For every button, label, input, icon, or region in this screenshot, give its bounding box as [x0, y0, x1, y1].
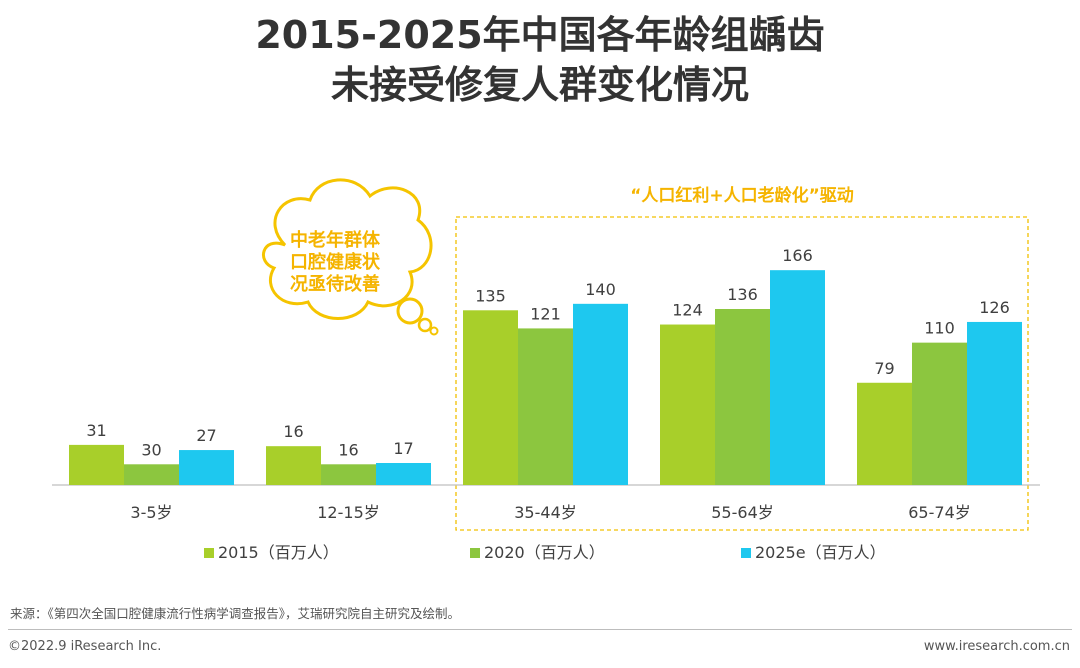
bar-label: 140 — [585, 280, 616, 299]
category-labels-group: 3-5岁 12-15岁 35-44岁 55-64岁 65-74岁 — [130, 503, 970, 522]
bar-3-5岁-series1 — [69, 444, 124, 485]
bar-label: 135 — [475, 286, 506, 305]
category-label: 12-15岁 — [317, 503, 380, 522]
bar-label: 166 — [782, 246, 813, 265]
legend-label-2: 2020（百万人） — [484, 543, 605, 562]
copyright: ©2022.9 iResearch Inc. — [8, 639, 162, 654]
bar-12-15岁-series3 — [376, 463, 431, 485]
bar-label: 124 — [672, 301, 703, 320]
bar-label: 16 — [338, 440, 358, 459]
category-label: 35-44岁 — [514, 503, 577, 522]
bar-55-64岁-series1 — [660, 324, 715, 485]
website-url: www.iresearch.com.cn — [923, 639, 1070, 654]
bar-35-44岁-series1 — [463, 310, 518, 485]
page-title-line2: 未接受修复人群变化情况 — [330, 63, 749, 107]
thought-bubble-callout: 中老年群体 口腔健康状 况亟待改善 — [262, 178, 439, 336]
bar-label: 17 — [393, 439, 413, 458]
bar-chart: 中老年群体 口腔健康状 况亟待改善 “人口红利+人口老龄化”驱动 31 30 27 1… — [52, 178, 1040, 562]
bar-3-5岁-series3 — [179, 450, 234, 485]
bar-label: 27 — [196, 426, 216, 445]
legend-label-1: 2015（百万人） — [218, 543, 339, 562]
callout-bubble-small — [429, 326, 439, 336]
callout-bubble-large — [396, 297, 424, 325]
callout-line-2: 口腔健康状 — [290, 251, 381, 273]
callout-line-1: 中老年群体 — [290, 229, 381, 251]
bars-group — [69, 270, 1022, 485]
legend-label-3: 2025e（百万人） — [755, 543, 886, 562]
bar-label: 79 — [874, 359, 894, 378]
bar-label: 136 — [727, 285, 758, 304]
page-title-line1: 2015-2025年中国各年龄组龋齿 — [255, 13, 825, 57]
callout-cloud — [262, 178, 433, 320]
bar-label: 30 — [141, 440, 161, 459]
highlight-dashed-box — [455, 216, 1029, 531]
callout-bubble-medium — [417, 317, 433, 333]
bar-3-5岁-series2 — [124, 464, 179, 485]
source-note: 来源：《第四次全国口腔健康流行性病学调查报告》，艾瑞研究院自主研究及绘制。 — [10, 606, 461, 621]
category-label: 55-64岁 — [711, 503, 774, 522]
legend: 2015（百万人） 2020（百万人） 2025e（百万人） — [204, 543, 886, 562]
bar-55-64岁-series3 — [770, 270, 825, 485]
callout-line-3: 况亟待改善 — [290, 273, 380, 295]
bar-label: 31 — [86, 421, 106, 440]
bar-labels-group: 31 30 27 16 16 17 135 121 140 124 136 166 79 110 126 — [86, 246, 1009, 459]
legend-swatch-1 — [204, 548, 214, 558]
legend-swatch-2 — [470, 548, 480, 558]
bar-label: 16 — [283, 422, 303, 441]
bar-55-64岁-series2 — [715, 309, 770, 485]
bar-label: 121 — [530, 304, 561, 323]
bar-12-15岁-series1 — [266, 446, 321, 485]
category-label: 65-74岁 — [908, 503, 971, 522]
bar-label: 110 — [924, 319, 955, 338]
footer-divider — [8, 629, 1072, 630]
bar-label: 126 — [979, 298, 1010, 317]
category-label: 3-5岁 — [130, 503, 172, 522]
bar-35-44岁-series3 — [573, 303, 628, 485]
bar-12-15岁-series2 — [321, 464, 376, 485]
highlight-label: “人口红利+人口老龄化”驱动 — [630, 185, 854, 206]
legend-swatch-3 — [741, 548, 751, 558]
bar-35-44岁-series2 — [518, 328, 573, 485]
bar-65-74岁-series2 — [912, 342, 967, 485]
bar-65-74岁-series1 — [857, 382, 912, 485]
bar-65-74岁-series3 — [967, 321, 1022, 485]
